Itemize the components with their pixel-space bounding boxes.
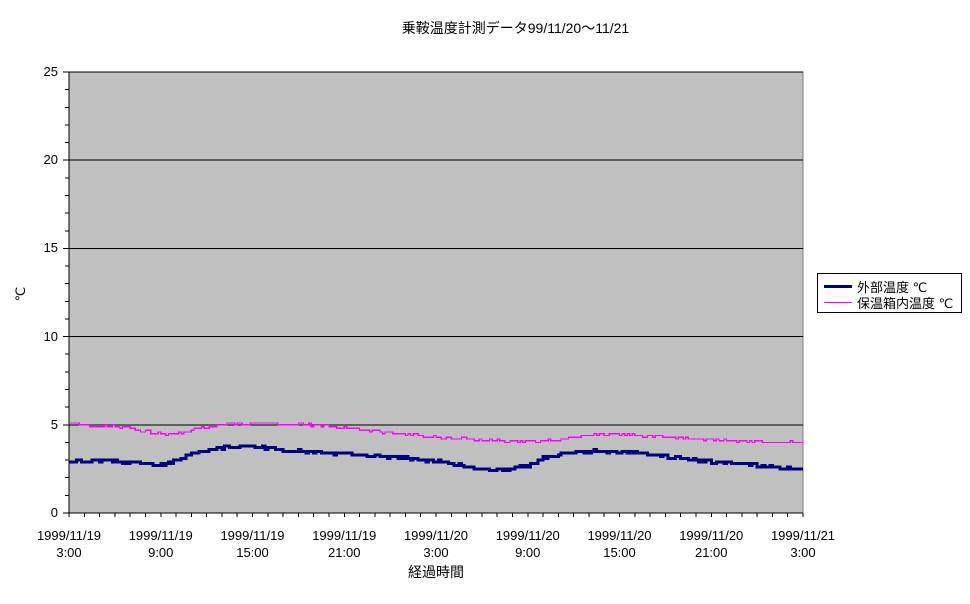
x-tick-date: 1999/11/20 — [495, 528, 560, 543]
legend-item-box-temp: 保温箱内温度 ℃ — [824, 294, 961, 311]
x-tick-label: 1999/11/20 9:00 — [482, 527, 574, 561]
x-tick-date: 1999/11/20 — [679, 528, 744, 543]
x-tick-time: 3:00 — [56, 545, 82, 560]
x-tick-label: 1999/11/19 15:00 — [207, 527, 299, 561]
legend-label-external-temp: 外部温度 ℃ — [857, 279, 928, 295]
x-tick-date: 1999/11/20 — [587, 528, 652, 543]
chart-title: 乗鞍温度計測データ99/11/20～11/21 — [401, 20, 630, 36]
y-tick-label: 20 — [43, 152, 58, 168]
x-tick-label: 1999/11/19 9:00 — [115, 527, 207, 561]
x-tick-label: 1999/11/21 3:00 — [757, 527, 849, 561]
y-tick-label: 0 — [50, 505, 58, 520]
x-tick-date: 1999/11/19 — [312, 528, 377, 543]
x-tick-date: 1999/11/19 — [36, 528, 102, 543]
x-tick-time: 3:00 — [423, 545, 449, 560]
plot-background — [68, 71, 804, 514]
x-tick-date: 1999/11/21 — [770, 528, 836, 543]
x-tick-date: 1999/11/19 — [220, 528, 285, 543]
x-tick-time: 9:00 — [515, 545, 541, 560]
x-tick-label: 1999/11/20 15:00 — [574, 527, 666, 561]
legend-line-swatch-external-temp — [824, 284, 852, 288]
x-tick-time: 15:00 — [603, 545, 636, 560]
x-tick-time: 9:00 — [148, 545, 174, 560]
legend: 外部温度 ℃ 保温箱内温度 ℃ — [817, 273, 962, 313]
x-tick-label: 1999/11/19 3:00 — [23, 527, 115, 561]
x-axis-title: 経過時間 — [408, 564, 464, 580]
x-tick-time: 21:00 — [327, 545, 361, 560]
series-line-1 — [69, 422, 804, 444]
x-tick-label: 1999/11/20 21:00 — [665, 527, 757, 561]
x-tick-time: 3:00 — [790, 545, 816, 560]
x-tick-time: 21:00 — [694, 545, 728, 560]
legend-label-box-temp: 保温箱内温度 ℃ — [857, 295, 954, 311]
x-tick-label: 1999/11/19 21:00 — [298, 527, 390, 561]
y-tick-label: 25 — [43, 64, 58, 79]
legend-item-external-temp: 外部温度 ℃ — [824, 278, 961, 295]
series-line-0 — [69, 444, 803, 473]
legend-line-swatch-box-temp — [824, 301, 852, 303]
y-tick-label: 5 — [50, 416, 58, 432]
x-tick-date: 1999/11/19 — [128, 528, 193, 543]
x-tick-label: 1999/11/20 3:00 — [390, 527, 482, 561]
y-tick-label: 15 — [43, 240, 58, 256]
y-tick-label: 10 — [43, 328, 58, 344]
x-tick-time: 15:00 — [236, 545, 269, 560]
x-tick-date: 1999/11/20 — [403, 528, 469, 543]
